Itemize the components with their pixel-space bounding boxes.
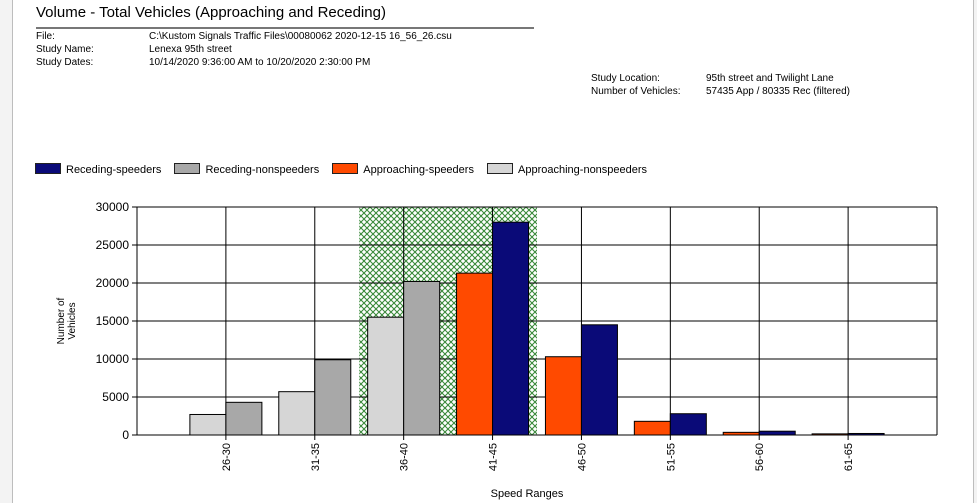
location-label: Study Location:: [591, 73, 660, 84]
study-name-label: Study Name:: [36, 44, 94, 55]
legend-swatch: [332, 163, 359, 174]
file-label: File:: [36, 31, 55, 42]
legend-swatch: [174, 163, 201, 174]
vehicles-value: 57435 App / 80335 Rec (filtered): [706, 86, 850, 97]
x-tick-label: 26-30: [221, 443, 233, 471]
x-axis-title: Speed Ranges: [491, 488, 564, 500]
chart-legend: Receding-speeders Receding-nonspeeders A…: [35, 163, 657, 176]
x-tick-label: 56-60: [754, 443, 766, 471]
bar-approaching-speeders: [544, 356, 582, 436]
study-name-value: Lenexa 95th street: [149, 44, 232, 55]
legend-label: Receding-nonspeeders: [205, 164, 320, 176]
bar-receding-nonspeeders: [403, 280, 441, 436]
y-tick-label: 10000: [96, 352, 130, 366]
y-tick-label: 5000: [102, 390, 129, 404]
legend-item-receding-nonspeeders: Receding-nonspeeders: [174, 163, 319, 176]
y-tick-label: 20000: [96, 276, 130, 290]
y-tick-label: 0: [122, 428, 129, 442]
y-tick-label: 30000: [96, 200, 130, 214]
bar-receding-speeders: [580, 324, 618, 436]
bar-approaching-nonspeeders: [367, 316, 405, 436]
bar-receding-speeders: [492, 221, 530, 436]
x-tick-label: 61-65: [843, 443, 855, 471]
x-tick-label: 46-50: [576, 443, 588, 471]
legend-label: Approaching-speeders: [363, 164, 474, 176]
bar-approaching-speeders: [633, 420, 671, 436]
legend-item-approaching-speeders: Approaching-speeders: [332, 163, 474, 176]
legend-item-receding-speeders: Receding-speeders: [35, 163, 161, 176]
bar-approaching-nonspeeders: [189, 413, 227, 436]
report-title: Volume - Total Vehicles (Approaching and…: [36, 4, 386, 21]
y-tick-label: 15000: [96, 314, 130, 328]
bar-receding-speeders: [758, 430, 796, 436]
y-tick-label: 25000: [96, 238, 130, 252]
bar-receding-nonspeeders: [314, 359, 352, 436]
legend-item-approaching-nonspeeders: Approaching-nonspeeders: [487, 163, 647, 176]
x-tick-label: 31-35: [310, 443, 322, 471]
vehicles-label: Number of Vehicles:: [591, 86, 681, 97]
x-tick-label: 41-45: [488, 443, 500, 471]
report-panel: Volume - Total Vehicles (Approaching and…: [12, 0, 974, 503]
bar-approaching-nonspeeders: [278, 391, 316, 436]
location-value: 95th street and Twilight Lane: [706, 73, 834, 84]
legend-swatch: [35, 163, 61, 174]
x-tick-label: 51-55: [665, 443, 677, 471]
x-tick-label: 36-40: [399, 443, 411, 471]
study-dates-label: Study Dates:: [36, 57, 94, 68]
y-axis-title: Number of: [56, 297, 67, 344]
bar-chart: 0 5000 10000 15000 20000 25000 30000 26-30 31-35…: [56, 200, 938, 500]
legend-swatch: [487, 163, 514, 174]
study-dates-value: 10/14/2020 9:36:00 AM to 10/20/2020 2:30…: [149, 57, 371, 68]
bar-approaching-speeders: [456, 272, 494, 436]
bar-receding-speeders: [669, 413, 707, 436]
bar-receding-nonspeeders: [225, 401, 263, 436]
legend-label: Approaching-nonspeeders: [518, 164, 648, 176]
title-divider: [36, 27, 534, 29]
legend-label: Receding-speeders: [66, 164, 162, 176]
y-axis-title: Vehicles: [67, 302, 78, 339]
file-value: C:\Kustom Signals Traffic Files\00080062…: [149, 31, 452, 42]
